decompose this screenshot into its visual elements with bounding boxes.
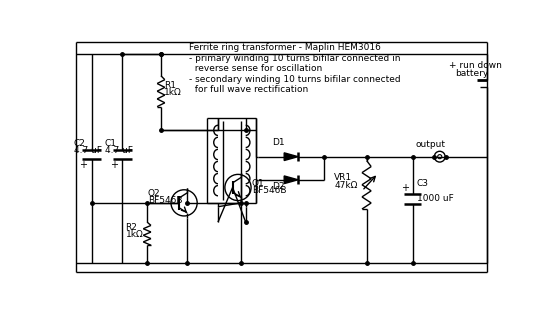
Text: battery: battery: [455, 69, 488, 78]
Text: 1kΩ: 1kΩ: [125, 230, 144, 239]
Polygon shape: [284, 176, 298, 183]
Text: - primary winding 10 turns bifilar connected in: - primary winding 10 turns bifilar conne…: [189, 54, 401, 63]
Text: 1kΩ: 1kΩ: [164, 88, 182, 97]
Text: 47kΩ: 47kΩ: [334, 181, 358, 190]
Text: C3: C3: [417, 179, 428, 188]
Text: 4.7 uF: 4.7 uF: [74, 146, 102, 155]
Text: - secondary winding 10 turns bifilar connected: - secondary winding 10 turns bifilar con…: [189, 75, 401, 84]
Text: +: +: [110, 160, 118, 170]
Polygon shape: [284, 153, 298, 160]
Text: R2: R2: [125, 223, 138, 232]
Text: VR1: VR1: [334, 173, 353, 182]
Text: +: +: [401, 183, 409, 193]
Text: D1: D1: [272, 138, 284, 147]
Text: R1: R1: [164, 81, 176, 90]
Text: C2: C2: [74, 139, 86, 148]
Text: D2: D2: [272, 182, 284, 191]
Text: for full wave rectification: for full wave rectification: [189, 85, 309, 94]
Text: Ferrite ring transformer - Maplin HEM3016: Ferrite ring transformer - Maplin HEM301…: [189, 44, 381, 53]
Text: BF546B: BF546B: [252, 186, 287, 195]
Text: Q2: Q2: [148, 189, 161, 198]
Text: BF546B: BF546B: [148, 196, 183, 205]
Text: +: +: [79, 160, 87, 170]
Text: Q1: Q1: [252, 179, 265, 188]
Text: 1000 uF: 1000 uF: [417, 194, 453, 203]
Text: output: output: [415, 140, 446, 149]
Text: reverse sense for oscillation: reverse sense for oscillation: [189, 64, 323, 73]
Text: + run down: + run down: [449, 61, 502, 70]
Text: 4.7 uF: 4.7 uF: [104, 146, 133, 155]
Text: C1: C1: [104, 139, 117, 148]
